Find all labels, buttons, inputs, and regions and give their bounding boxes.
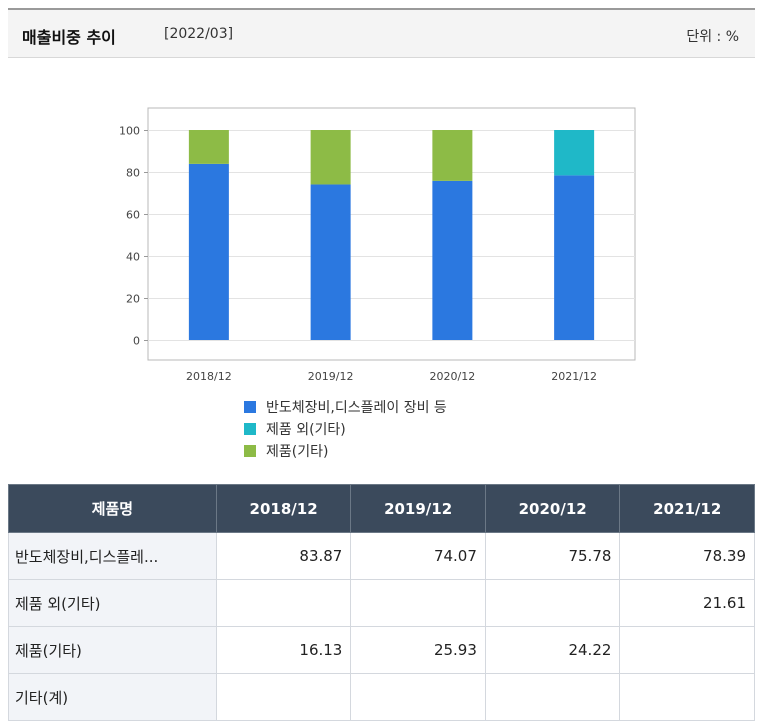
bar-segment <box>554 175 595 340</box>
x-tick-label: 2018/12 <box>186 370 232 383</box>
sales-ratio-panel: 매출비중 추이 [2022/03] 단위 : % 0 20 40 60 80 100 201… <box>8 8 755 721</box>
legend-item: 반도체장비,디스플레이 장비 등 <box>244 396 447 418</box>
y-tick-label: 60 <box>126 209 140 222</box>
panel-header: 매출비중 추이 [2022/03] 단위 : % <box>8 8 755 58</box>
bar-segment <box>310 130 351 185</box>
bar-segment <box>554 130 595 176</box>
legend-swatch <box>244 445 256 457</box>
table-header-row: 제품명 2018/12 2019/12 2020/12 2021/12 <box>8 484 755 533</box>
panel-title: 매출비중 추이 <box>22 28 116 47</box>
y-tick-label: 20 <box>126 293 140 306</box>
legend-swatch <box>244 401 256 413</box>
table-row: 제품 외(기타) 21.61 <box>8 579 755 627</box>
bar-segment <box>310 184 351 340</box>
value-cell <box>350 673 486 721</box>
value-cell <box>619 626 755 674</box>
value-cell: 25.93 <box>350 626 486 674</box>
legend-item: 제품 외(기타) <box>244 418 447 440</box>
bar-segment <box>188 130 229 164</box>
sales-ratio-table: 제품명 2018/12 2019/12 2020/12 2021/12 반도체장… <box>8 484 755 721</box>
value-cell: 78.39 <box>619 532 755 580</box>
bar-segment <box>432 130 473 181</box>
value-cell: 16.13 <box>215 626 352 674</box>
value-cell <box>619 673 755 721</box>
chart-area: 0 20 40 60 80 100 2018/12 2019/12 2020/12 2021/12… <box>8 60 755 484</box>
column-header: 2018/12 <box>215 484 352 533</box>
unit-label: 단위 : % <box>686 29 739 45</box>
y-tick-label: 80 <box>126 167 140 180</box>
value-cell: 24.22 <box>484 626 621 674</box>
value-cell: 83.87 <box>215 532 352 580</box>
product-name-cell: 기타(계) <box>8 673 217 721</box>
stacked-bar-chart: 0 20 40 60 80 100 2018/12 2019/12 2020/12 2021/12 <box>119 107 636 383</box>
x-tick-label: 2019/12 <box>308 370 354 383</box>
value-cell <box>350 579 486 627</box>
column-header: 제품명 <box>8 484 217 533</box>
column-header: 2021/12 <box>619 484 755 533</box>
table-row: 반도체장비,디스플레... 83.87 74.07 75.78 78.39 <box>8 532 755 580</box>
plot-frame <box>147 107 636 361</box>
value-cell: 74.07 <box>350 532 486 580</box>
y-tick-label: 40 <box>126 251 140 264</box>
legend-item: 제품(기타) <box>244 440 447 462</box>
column-header: 2020/12 <box>484 484 621 533</box>
y-tick-label: 0 <box>133 335 140 348</box>
x-tick-label: 2021/12 <box>551 370 597 383</box>
column-header: 2019/12 <box>350 484 486 533</box>
x-tick-label: 2020/12 <box>430 370 476 383</box>
chart-legend: 반도체장비,디스플레이 장비 등 제품 외(기타) 제품(기타) <box>244 396 447 462</box>
value-cell: 75.78 <box>484 532 621 580</box>
legend-label: 제품(기타) <box>266 444 329 460</box>
legend-swatch <box>244 423 256 435</box>
value-cell: 21.61 <box>619 579 755 627</box>
value-cell <box>215 673 352 721</box>
report-date: [2022/03] <box>164 26 234 42</box>
bar-segment <box>188 163 229 340</box>
legend-label: 제품 외(기타) <box>266 422 346 438</box>
bar-segment <box>432 180 473 340</box>
value-cell <box>215 579 352 627</box>
product-name-cell: 제품(기타) <box>8 626 217 674</box>
table-row: 제품(기타) 16.13 25.93 24.22 <box>8 626 755 674</box>
table-row: 기타(계) <box>8 673 755 721</box>
legend-label: 반도체장비,디스플레이 장비 등 <box>266 400 447 416</box>
product-name-cell: 반도체장비,디스플레... <box>8 532 217 580</box>
product-name-cell: 제품 외(기타) <box>8 579 217 627</box>
value-cell <box>484 579 621 627</box>
value-cell <box>484 673 621 721</box>
y-tick-label: 100 <box>119 125 140 138</box>
